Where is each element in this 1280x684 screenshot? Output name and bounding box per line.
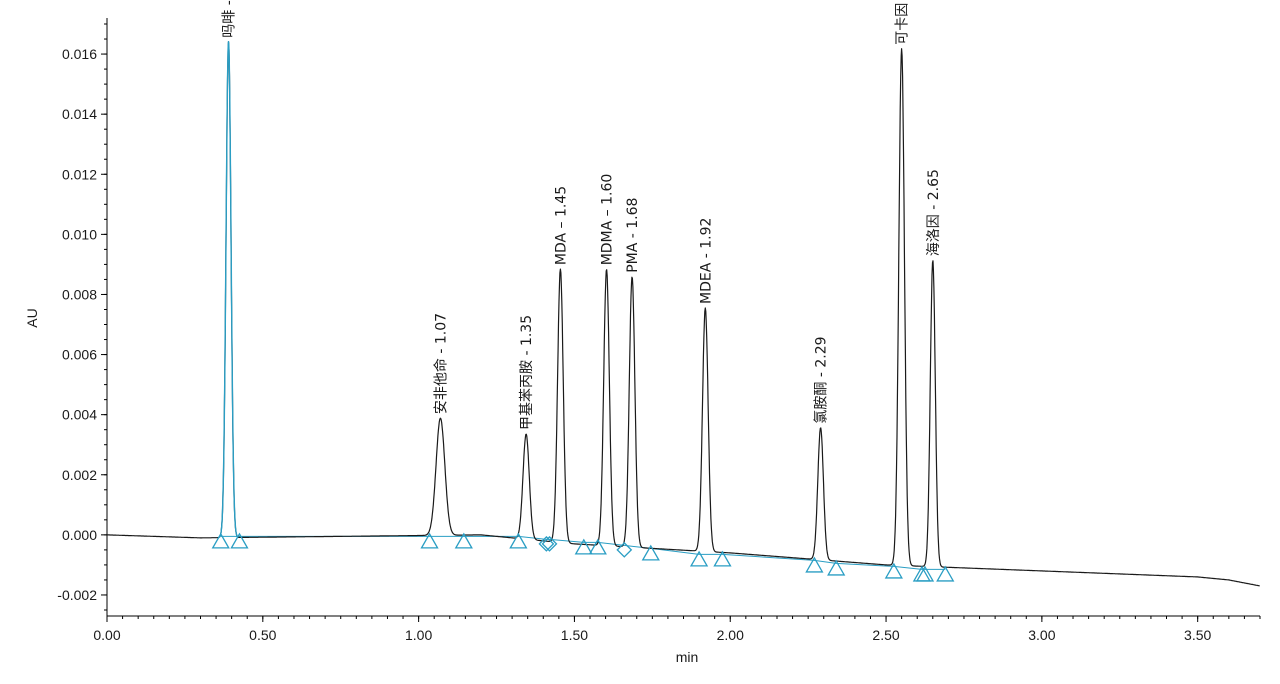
y-tick-label: 0.004: [62, 407, 97, 423]
baseline-triangle-marker: [884, 562, 903, 579]
y-tick-label: 0.006: [62, 347, 97, 363]
x-axis-title: min: [676, 649, 699, 665]
y-tick-label: 0.014: [62, 106, 97, 122]
x-tick-label: 2.00: [717, 627, 744, 643]
y-axis-title: AU: [24, 308, 40, 327]
baseline-triangle-marker: [509, 532, 528, 549]
baseline-diamond-marker: [616, 541, 633, 558]
integration-markers: [211, 532, 955, 582]
peak-label: 氯胺酮 - 2.29: [814, 336, 830, 423]
baseline-triangle-marker: [827, 559, 846, 576]
y-tick-label: 0.012: [62, 166, 97, 182]
x-tick-label: 0.00: [93, 627, 120, 643]
baseline-triangle-marker: [915, 565, 935, 582]
chromatogram-trace: [106, 41, 1260, 587]
peak-label: MDEA - 1.92: [698, 218, 714, 304]
y-tick-label: 0.016: [62, 46, 97, 62]
x-ticks: 0.00 0.50 1.00 1.50 2.00 2.50 3.00 3.50: [93, 616, 1261, 643]
baseline-triangle-marker: [420, 532, 439, 549]
y-tick-label: 0.008: [62, 286, 97, 302]
x-axis: 0.00 0.50 1.00 1.50 2.00 2.50 3.00 3.50 min: [93, 615, 1261, 665]
plot-area: 吗啡 - 0.39 安非他命 - 1.07 甲基苯丙胺 - 1.35 MDA – 1.…: [106, 0, 1260, 587]
peak-label: 海洛因 - 2.65: [926, 169, 942, 256]
y-tick-label: 0.002: [62, 467, 97, 483]
baseline-triangle-marker: [936, 565, 955, 582]
baseline-triangle-marker: [689, 550, 709, 567]
y-axis: -0.002 0.000 0.002 0.004 0.006 0.008 0.010 0.01…: [24, 18, 108, 616]
y-ticks: -0.002 0.000 0.002 0.004 0.006 0.008 0.010 0.01…: [57, 23, 107, 611]
x-tick-label: 3.50: [1184, 627, 1211, 643]
baseline-diamond-marker: [541, 535, 558, 552]
peak-labels: 吗啡 - 0.39 安非他命 - 1.07 甲基苯丙胺 - 1.35 MDA – 1.…: [222, 0, 942, 430]
baseline-triangle-marker: [454, 532, 473, 549]
baseline-triangle-marker: [588, 538, 607, 555]
y-tick-label: -0.002: [57, 587, 97, 603]
baseline-triangle-marker: [641, 544, 660, 561]
baseline-triangle-marker: [230, 532, 249, 549]
x-tick-label: 2.50: [872, 627, 899, 643]
peak-label: 可卡因 - 2.55: [895, 0, 911, 45]
x-tick-label: 1.00: [405, 627, 432, 643]
x-tick-label: 3.00: [1028, 627, 1055, 643]
peak-label: 吗啡 - 0.39: [222, 0, 238, 38]
x-tick-label: 0.50: [249, 627, 276, 643]
peak-label: PMA - 1.68: [625, 198, 641, 273]
peak-label: 甲基苯丙胺 - 1.35: [518, 315, 535, 430]
y-tick-label: 0.010: [62, 226, 97, 242]
y-tick-label: 0.000: [62, 527, 97, 543]
peak-label: MDMA – 1.60: [600, 174, 616, 266]
baseline-triangle-marker: [713, 550, 732, 567]
peak-label: MDA – 1.45: [553, 186, 569, 265]
x-tick-label: 1.50: [561, 627, 588, 643]
highlighted-peak-trace: [218, 41, 239, 539]
baseline-triangle-marker: [805, 556, 824, 573]
baseline-triangle-marker: [574, 538, 593, 555]
baseline-triangle-marker: [211, 532, 230, 549]
peak-label: 安非他命 - 1.07: [432, 313, 449, 414]
baseline-diamond-marker: [538, 535, 555, 552]
